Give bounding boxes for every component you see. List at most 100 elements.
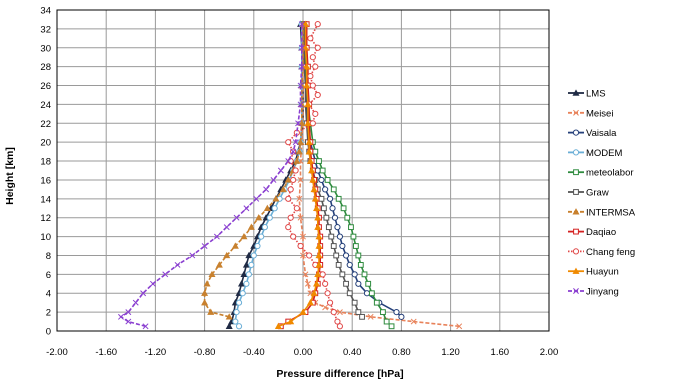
data-point [312,63,319,70]
data-point [270,176,277,183]
data-point [314,214,322,221]
data-point [301,44,309,51]
data-point [309,176,317,183]
data-point [312,110,319,117]
y-tick-label: 22 [40,119,51,130]
data-point [223,251,231,259]
data-point [303,81,311,89]
data-point [323,214,330,221]
legend-swatch-marker [573,189,579,195]
x-tick-label: 1.60 [491,347,510,358]
series-line [119,24,303,328]
data-point [352,243,359,249]
data-point [233,214,240,221]
data-point [325,224,332,231]
data-point [240,270,248,278]
data-point [308,166,316,174]
data-point [225,313,233,320]
data-point [359,313,365,320]
data-point [351,271,358,278]
y-tick-label: 24 [40,100,51,111]
data-point [285,224,292,231]
data-point [285,195,292,202]
data-point [348,224,354,231]
legend-label: Vaisala [586,128,617,139]
data-point [346,261,353,269]
y-tick-label: 14 [40,194,51,205]
data-point [245,271,252,278]
data-point [231,242,239,249]
data-point [201,243,208,249]
legend-label: Jinyang [586,287,619,298]
data-point [314,91,321,99]
data-point [322,280,329,287]
data-point [287,186,294,193]
data-point [223,224,230,231]
data-point [322,304,329,311]
data-point [118,313,124,320]
data-point [319,271,326,278]
data-point [254,242,261,250]
data-point [306,299,314,306]
data-point [125,309,132,316]
y-tick-label: 2 [46,308,51,319]
data-point [410,318,417,325]
data-point [315,242,323,249]
data-point [284,176,292,183]
legend-item: Vaisala [568,128,617,139]
data-point [383,318,390,325]
data-point [263,204,271,211]
data-point [297,214,304,221]
data-point [315,251,323,259]
data-point [335,262,342,268]
y-tick-label: 18 [40,157,51,168]
legend-swatch-marker [573,288,579,294]
legend-swatch-marker [573,109,579,116]
data-point [342,252,350,259]
data-point [313,280,321,287]
data-point [306,157,314,164]
data-point [239,290,246,297]
legend-label: MODEM [586,148,623,159]
data-point [310,289,318,296]
data-point [329,205,336,212]
data-point [309,82,316,89]
x-tick-labels: -2.00 -1.60 -1.20 -0.80 -0.40 0.00 0.40 0.80 1.2… [46,347,558,358]
data-point [314,21,321,28]
data-point [277,167,284,174]
series-chang-feng [285,21,343,330]
legend-item: INTERMSA [568,207,636,218]
data-point [285,158,292,165]
data-point [324,177,331,183]
data-point [393,309,400,316]
legend-label: Huayun [586,267,619,278]
data-point [334,318,341,325]
y-tick-label: 26 [40,81,51,92]
data-point [318,176,325,184]
data-point [355,280,362,287]
legend-label: Daqiao [586,227,616,238]
x-tick-label: -0.40 [243,347,265,358]
data-point [261,224,268,231]
data-point [304,280,311,287]
data-point [335,195,342,202]
data-point [237,280,246,287]
legend-label: INTERMSA [586,207,636,218]
series-layer [118,20,463,330]
y-tick-label: 32 [40,24,51,35]
data-point [240,232,248,240]
data-point [306,252,313,259]
legend-item: Jinyang [568,287,619,298]
data-point [213,233,220,240]
data-point [314,270,322,278]
data-point [310,185,318,193]
data-point [326,195,334,202]
x-tick-label: -0.80 [194,347,216,358]
data-point [312,148,319,155]
data-point [336,323,343,330]
data-point [318,195,325,202]
data-point [293,205,300,212]
legend-item: Meisei [568,108,613,119]
x-tick-label: -1.60 [95,347,117,358]
data-point [296,195,303,202]
